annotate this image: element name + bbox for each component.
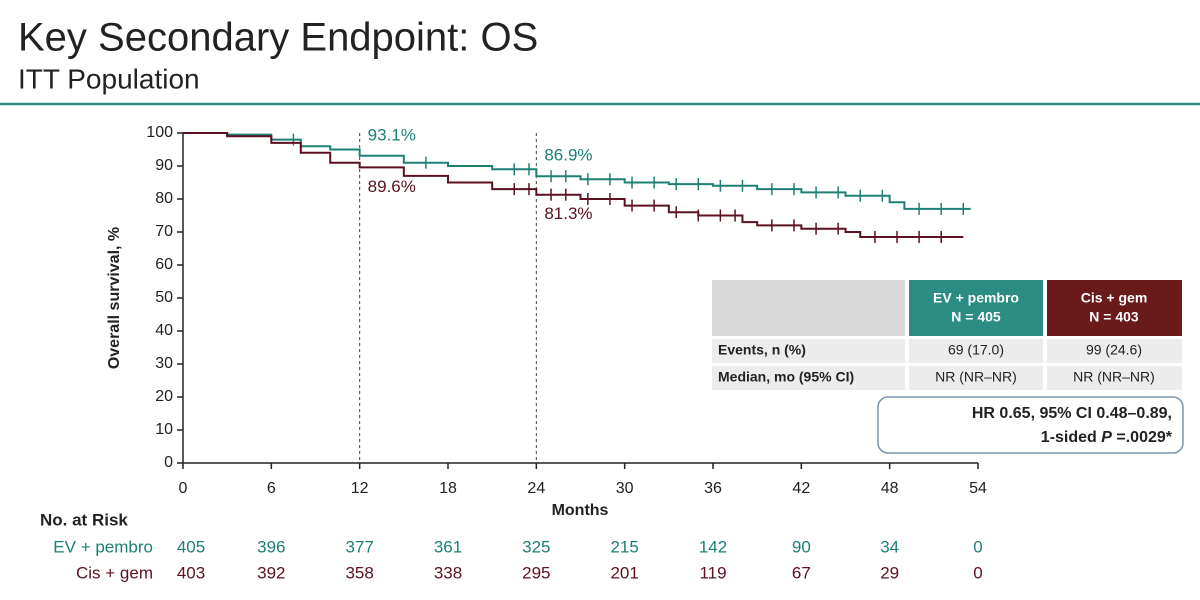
y-tick-label: 100 xyxy=(146,124,173,141)
table-cell-text: NR (NR–NR) xyxy=(1073,369,1155,385)
risk-row-label: Cis + gem xyxy=(76,563,153,582)
annotation: 81.3% xyxy=(544,204,592,223)
table-header: N = 405 xyxy=(951,309,1001,325)
y-tick-label: 50 xyxy=(155,289,173,306)
risk-count: 361 xyxy=(434,537,462,556)
y-tick-label: 70 xyxy=(155,223,173,240)
hr-text: 1-sided xyxy=(1041,429,1101,446)
risk-count: 119 xyxy=(699,563,726,582)
table-header: EV + pembro xyxy=(933,290,1019,306)
risk-count: 34 xyxy=(880,537,899,556)
table-cell-text: NR (NR–NR) xyxy=(935,369,1017,385)
x-tick-label: 18 xyxy=(439,480,457,497)
x-tick-label: 42 xyxy=(792,480,810,497)
risk-count: 396 xyxy=(257,537,285,556)
risk-count: 67 xyxy=(792,563,811,582)
y-tick-label: 60 xyxy=(155,256,173,273)
table-cell xyxy=(712,366,905,390)
risk-count: 201 xyxy=(610,563,638,582)
risk-count: 215 xyxy=(610,537,638,556)
annotation: 89.6% xyxy=(368,177,416,196)
table-cell xyxy=(712,339,905,363)
risk-count: 295 xyxy=(522,563,550,582)
title: Key Secondary Endpoint: OS xyxy=(18,16,538,60)
risk-count: 377 xyxy=(345,537,373,556)
risk-count: 90 xyxy=(792,537,811,556)
table-cell-text: 69 (17.0) xyxy=(948,342,1004,358)
y-tick-label: 30 xyxy=(155,355,173,372)
x-tick-label: 6 xyxy=(267,480,276,497)
x-axis-label: Months xyxy=(552,502,609,519)
hr-text: HR 0.65, 95% CI 0.48–0.89, xyxy=(972,405,1172,422)
table-header: Cis + gem xyxy=(1081,290,1148,306)
hr-text: 1-sided P =.0029* xyxy=(1041,429,1173,446)
subtitle: ITT Population xyxy=(18,63,200,94)
risk-count: 392 xyxy=(257,563,285,582)
x-tick-label: 0 xyxy=(179,480,188,497)
y-tick-label: 0 xyxy=(164,454,173,471)
risk-count: 338 xyxy=(434,563,462,582)
x-tick-label: 36 xyxy=(704,480,722,497)
risk-row-label: EV + pembro xyxy=(53,537,153,556)
annotation: 93.1% xyxy=(368,125,416,144)
risk-count: 325 xyxy=(522,537,550,556)
x-tick-label: 48 xyxy=(881,480,899,497)
risk-count: 29 xyxy=(880,563,899,582)
y-tick-label: 40 xyxy=(155,322,173,339)
table-row-label: Median, mo (95% CI) xyxy=(718,369,854,385)
table-row-label: Events, n (%) xyxy=(718,342,806,358)
risk-count: 0 xyxy=(973,563,982,582)
table-cell xyxy=(1047,339,1182,363)
table-cell xyxy=(909,339,1043,363)
risk-count: 405 xyxy=(177,537,205,556)
y-tick-label: 20 xyxy=(155,388,173,405)
y-tick-label: 80 xyxy=(155,190,173,207)
y-tick-label: 90 xyxy=(155,157,173,174)
annotation: 86.9% xyxy=(544,146,592,165)
table-cell xyxy=(909,366,1043,390)
risk-count: 358 xyxy=(345,563,373,582)
risk-count: 142 xyxy=(699,537,727,556)
x-tick-label: 30 xyxy=(616,480,634,497)
hr-box xyxy=(877,396,1184,454)
x-tick-label: 24 xyxy=(527,480,545,497)
x-tick-label: 54 xyxy=(969,480,987,497)
table-header: N = 403 xyxy=(1089,309,1139,325)
risk-title: No. at Risk xyxy=(40,510,128,529)
risk-count: 0 xyxy=(973,537,982,556)
table-header-blank xyxy=(712,280,905,336)
table-header-cell xyxy=(1047,280,1182,336)
risk-count: 403 xyxy=(177,563,205,582)
table-cell-text: 99 (24.6) xyxy=(1086,342,1142,358)
table-header-cell xyxy=(909,280,1043,336)
table-cell xyxy=(1047,366,1182,390)
x-tick-label: 12 xyxy=(351,480,369,497)
y-axis-label: Overall survival, % xyxy=(106,227,123,369)
hr-text: P xyxy=(1101,429,1112,446)
hr-text: =.0029* xyxy=(1112,429,1173,446)
y-tick-label: 10 xyxy=(155,421,173,438)
